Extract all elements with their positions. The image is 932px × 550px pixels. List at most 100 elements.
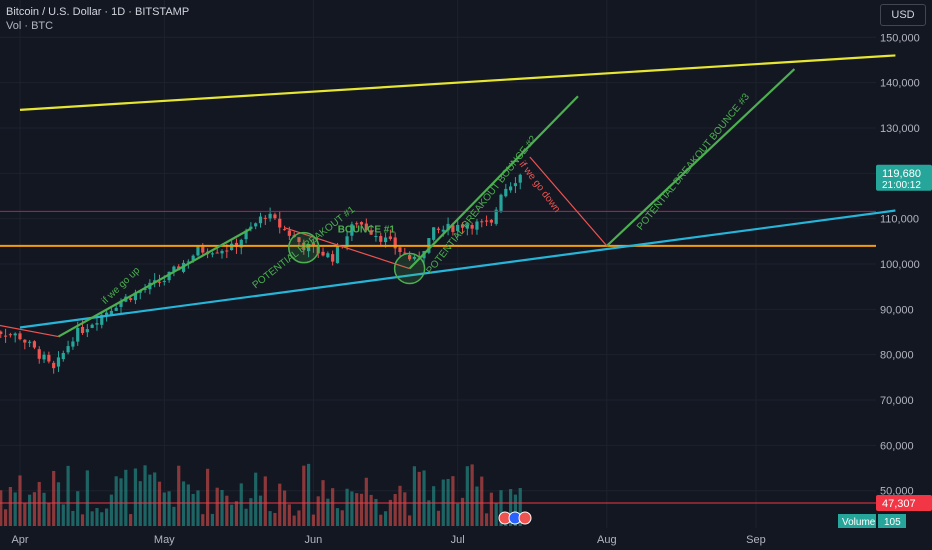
volume-bar — [143, 465, 147, 526]
x-tick-label: May — [154, 534, 175, 546]
volume-bar — [340, 510, 344, 526]
volume-value: 105 — [884, 517, 901, 528]
volume-bar — [518, 487, 522, 526]
volume-bar — [403, 492, 407, 526]
volume-bar — [359, 493, 364, 526]
volume-bar — [133, 468, 138, 526]
last-price-tag — [876, 164, 932, 191]
candle-body — [432, 227, 436, 240]
candle-body — [504, 188, 508, 197]
candle-body — [456, 224, 460, 231]
candle-body — [191, 255, 195, 261]
volume-bar — [181, 481, 186, 526]
candle-body — [109, 310, 113, 315]
candle-body — [408, 255, 412, 260]
candle-body — [484, 220, 489, 222]
candle-body — [355, 223, 359, 225]
event-flag-icon — [518, 511, 532, 525]
candle-body — [249, 226, 253, 229]
candle-body — [374, 236, 378, 238]
candle-body — [162, 280, 166, 282]
volume-bar — [331, 488, 335, 526]
volume-bar — [436, 510, 441, 526]
candle-body — [3, 335, 8, 337]
volume-bar — [489, 492, 493, 526]
volume-bar — [28, 494, 32, 526]
candle-body — [76, 328, 80, 342]
candle-body — [326, 253, 330, 258]
y-tick-label: 130,000 — [880, 123, 920, 135]
candle-body — [42, 354, 46, 360]
y-tick-label: 110,000 — [880, 214, 919, 226]
x-tick-label: Jul — [451, 534, 465, 546]
candle-body — [133, 292, 138, 301]
candle-body — [311, 243, 316, 247]
candle-body — [90, 324, 94, 328]
candle-body — [364, 223, 368, 231]
candle-body — [388, 236, 392, 239]
candle-body — [52, 362, 56, 369]
volume-bar — [412, 466, 417, 526]
volume-bar — [258, 495, 263, 526]
candle-body — [32, 341, 37, 348]
candle-body — [172, 266, 176, 272]
volume-bar — [177, 465, 181, 526]
candle-body — [8, 334, 12, 336]
volume-bar — [513, 494, 518, 526]
candle-body — [85, 329, 89, 333]
trendline-bounce-down — [284, 227, 410, 270]
volume-bar — [95, 508, 99, 526]
volume-bar — [47, 503, 51, 526]
volume-bar — [80, 514, 85, 526]
volume-bar — [56, 482, 61, 526]
volume-bar — [509, 489, 513, 526]
candle-body — [465, 224, 469, 229]
candle-body — [359, 222, 364, 225]
volume-bar — [13, 492, 17, 526]
volume-bar — [475, 486, 479, 526]
candle-body — [451, 225, 455, 232]
candle-body — [143, 288, 147, 290]
volume-bar — [157, 481, 162, 526]
trendline-breakout-1 — [57, 227, 252, 338]
candle-body — [104, 312, 109, 316]
volume-bar — [76, 491, 80, 526]
candle-body — [287, 230, 291, 236]
grid — [0, 0, 876, 528]
candle-body — [509, 186, 513, 191]
last-price-value: 119,680 — [882, 168, 921, 180]
candle-body — [345, 236, 349, 247]
volume-bar — [124, 469, 128, 526]
volume-bar — [494, 502, 498, 526]
volume-bar — [282, 490, 287, 526]
volume-bar — [191, 493, 195, 526]
candle-body — [273, 214, 277, 219]
volume-bar — [148, 474, 152, 526]
trendlines — [0, 54, 896, 338]
volume-bar — [446, 478, 450, 526]
candle-body — [475, 221, 479, 230]
volume-bar — [172, 506, 176, 526]
volume-bar — [427, 500, 431, 526]
volume-bars — [0, 463, 522, 526]
volume-bar — [100, 512, 104, 526]
candle-body — [383, 237, 388, 243]
candle-body — [129, 298, 133, 300]
volume-bar — [422, 470, 426, 526]
volume-bar — [114, 476, 118, 526]
low-marker-value: 47,307 — [882, 498, 916, 510]
trendline-decline-march — [0, 324, 59, 338]
trendline-breakout-3 — [606, 68, 796, 247]
volume-bar — [167, 491, 171, 526]
volume-bar — [71, 510, 75, 526]
candle-body — [297, 237, 301, 243]
volume-bar — [311, 514, 316, 526]
currency-button[interactable]: USD — [880, 4, 926, 26]
volume-bar — [85, 470, 89, 526]
candle-body — [114, 307, 118, 311]
candle-body — [307, 244, 311, 252]
volume-bar — [484, 513, 489, 526]
volume-bar — [465, 466, 469, 526]
